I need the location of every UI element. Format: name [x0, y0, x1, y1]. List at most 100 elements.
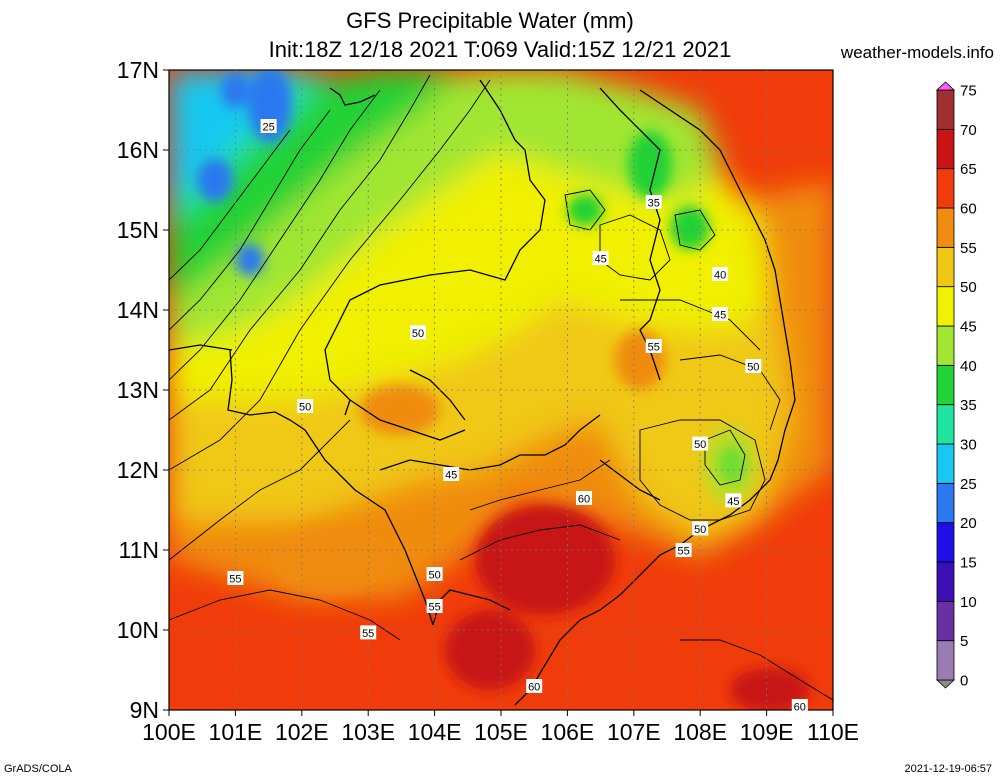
legend-swatch [936, 561, 955, 602]
contour-label: 60 [526, 679, 543, 694]
contour-label: 45 [725, 493, 742, 508]
contour-label-box [645, 195, 662, 209]
legend-level-label: 55 [960, 240, 977, 257]
legend-level-label: 45 [960, 319, 977, 336]
contour-label-box [410, 325, 426, 340]
color-legend: 0 5 10 15 20 25 30 35 40 45 50 55 60 65 70 75 [935, 81, 977, 690]
contour-label-text: 55 [362, 628, 374, 640]
contour-label: 25 [260, 119, 277, 134]
legend-swatch [936, 640, 955, 681]
contour-label-box [426, 599, 443, 613]
contour-label-box [791, 699, 808, 713]
contour-label: 50 [426, 567, 443, 582]
contour-label-box [297, 399, 314, 413]
legend-level-label: 5 [960, 633, 968, 650]
lat-tick-label: 16N [117, 137, 159, 163]
contour-label-text: 60 [794, 702, 806, 714]
contour-label-text: 50 [694, 439, 706, 451]
lon-tick-label: 101E [209, 719, 263, 745]
contour-label: 55 [227, 571, 244, 586]
latitude-axis: 17N 16N 15N 14N 13N 12N 11N 10N 9N [117, 57, 169, 723]
contour-label-box [576, 491, 592, 505]
contour-label-box [227, 571, 244, 585]
contour-label-text: 60 [578, 494, 590, 506]
graticule [169, 70, 833, 710]
legend-swatch [936, 207, 955, 248]
contour-label-text: 50 [428, 570, 440, 582]
contour-label-box [426, 567, 443, 581]
contour-label-box [260, 119, 277, 133]
legend-swatch [936, 128, 955, 170]
lon-tick-label: 109E [740, 719, 794, 745]
contour-label-box [712, 307, 729, 321]
legend-level-label: 65 [960, 161, 977, 178]
lon-tick-label: 104E [408, 719, 462, 745]
contour-label: 50 [745, 359, 762, 374]
contour-label-text: 55 [428, 602, 440, 614]
contour-label-text: 55 [648, 342, 660, 354]
legend-swatch [936, 522, 955, 563]
contour-label: 60 [791, 699, 808, 714]
legend-swatch [936, 443, 955, 484]
contour-label: 55 [645, 339, 662, 354]
lat-tick-label: 10N [117, 617, 159, 643]
lon-tick-label: 105E [474, 719, 528, 745]
contour-label-box [360, 625, 377, 640]
contour-label-box [526, 679, 543, 693]
contour-label: 50 [692, 436, 709, 451]
contour-label-box [443, 467, 460, 481]
footer-software: GrADS/COLA [4, 763, 72, 775]
legend-level-label: 30 [960, 437, 977, 454]
legend-swatch [936, 168, 955, 209]
legend-level-label: 70 [960, 122, 977, 139]
contour-label-box [745, 359, 762, 373]
legend-swatch [936, 286, 955, 327]
legend-level-label: 60 [960, 201, 977, 218]
contour-label-box [692, 436, 709, 451]
footer-timestamp: 2021-12-19-06:57 [904, 763, 992, 775]
contour-label: 45 [712, 307, 729, 322]
legend-level-label: 0 [960, 673, 968, 690]
legend-swatch [936, 246, 955, 288]
contour-label-text: 50 [299, 402, 311, 414]
contour-label: 50 [297, 399, 314, 414]
contour-label-box [645, 339, 662, 353]
contour-label-box [712, 267, 729, 281]
lat-tick-label: 13N [117, 377, 159, 403]
legend-arrow-high [935, 81, 956, 91]
legend-arrow-low [935, 679, 956, 689]
contour-label-text: 45 [727, 496, 739, 508]
longitude-axis: 100E 101E 102E 103E 104E 105E 106E 107E 108E 109E… [142, 710, 859, 745]
lon-tick-label: 107E [607, 719, 661, 745]
contour-label-text: 45 [714, 310, 726, 322]
contour-label-box [725, 493, 742, 508]
contour-label: 45 [443, 467, 460, 482]
contour-label: 50 [410, 325, 426, 340]
legend-level-label: 35 [960, 397, 977, 414]
lat-tick-label: 11N [119, 537, 160, 563]
site-credit: weather-models.info [840, 43, 994, 62]
lat-tick-label: 14N [117, 297, 159, 323]
contour-label: 55 [675, 543, 692, 558]
pw-contours [169, 74, 833, 701]
lon-tick-label: 100E [142, 719, 196, 745]
legend-level-label: 10 [960, 594, 977, 611]
contour-label: 35 [645, 195, 662, 210]
contour-label-text: 50 [747, 362, 759, 374]
contour-label: 45 [592, 251, 609, 266]
map-subtitle: Init:18Z 12/18 2021 T:069 Valid:15Z 12/2… [268, 37, 732, 62]
contour-label-text: 50 [694, 524, 706, 536]
contour-label-text: 55 [229, 574, 241, 586]
contour-label-box [592, 251, 609, 265]
contour-label: 50 [692, 521, 709, 536]
lat-tick-label: 17N [117, 57, 159, 83]
contour-label-text: 50 [412, 328, 424, 340]
legend-level-label: 25 [960, 476, 977, 493]
legend-swatch [936, 89, 955, 130]
legend-level-label: 75 [960, 83, 977, 100]
contour-label: 40 [712, 267, 729, 282]
lat-tick-label: 9N [130, 697, 159, 723]
contour-label: 55 [426, 599, 443, 614]
lon-tick-label: 108E [673, 719, 727, 745]
